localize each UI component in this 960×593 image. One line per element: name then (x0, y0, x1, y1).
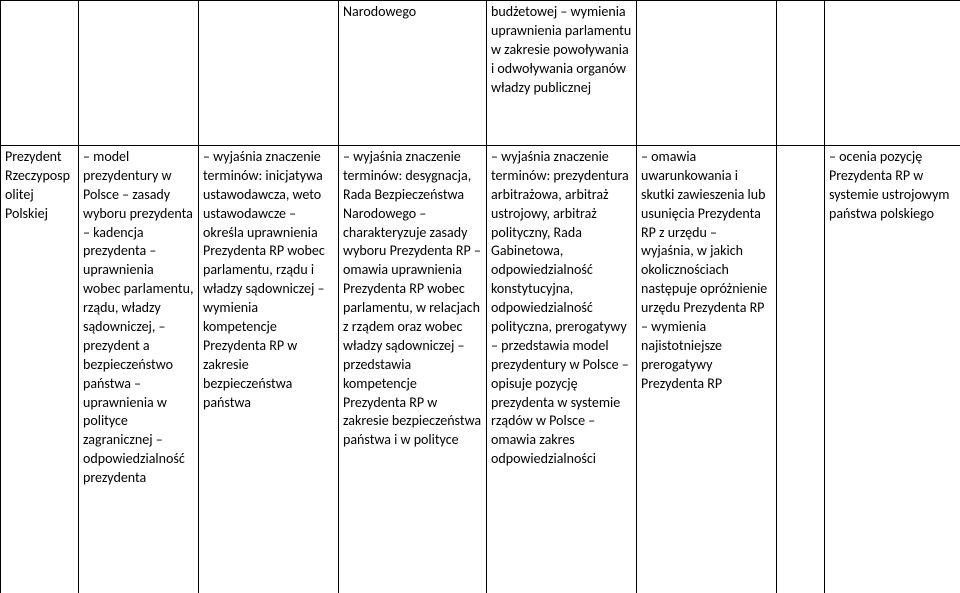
cell-r1-c3 (199, 1, 339, 146)
cell-r1-c1 (1, 1, 79, 146)
cell-r1-c8 (825, 1, 960, 146)
curriculum-table: Narodowego budżetowej – wymienia uprawni… (0, 0, 960, 593)
cell-r1-c6 (637, 1, 777, 146)
cell-r2-c1: Prezydent Rzeczypospolitej Polskiej (1, 146, 79, 593)
cell-r2-c4: – wyjaśnia znaczenie terminów: desygnacj… (339, 146, 487, 593)
cell-r2-c8: – ocenia pozycję Prezydenta RP w systemi… (825, 146, 960, 593)
cell-r1-c5: budżetowej – wymienia uprawnienia parlam… (487, 1, 637, 146)
table-row: Narodowego budżetowej – wymienia uprawni… (1, 1, 960, 146)
cell-r2-c2: – model prezydentury w Polsce – zasady w… (79, 146, 199, 593)
cell-r1-c2 (79, 1, 199, 146)
cell-r1-c4: Narodowego (339, 1, 487, 146)
cell-r2-c3: – wyjaśnia znaczenie terminów: inicjatyw… (199, 146, 339, 593)
cell-r2-c7 (777, 146, 825, 593)
table-row: Prezydent Rzeczypospolitej Polskiej – mo… (1, 146, 960, 593)
cell-r2-c6: – omawia uwarunkowania i skutki zawiesze… (637, 146, 777, 593)
cell-r1-c7 (777, 1, 825, 146)
cell-r2-c5: – wyjaśnia znaczenie terminów: prezydent… (487, 146, 637, 593)
